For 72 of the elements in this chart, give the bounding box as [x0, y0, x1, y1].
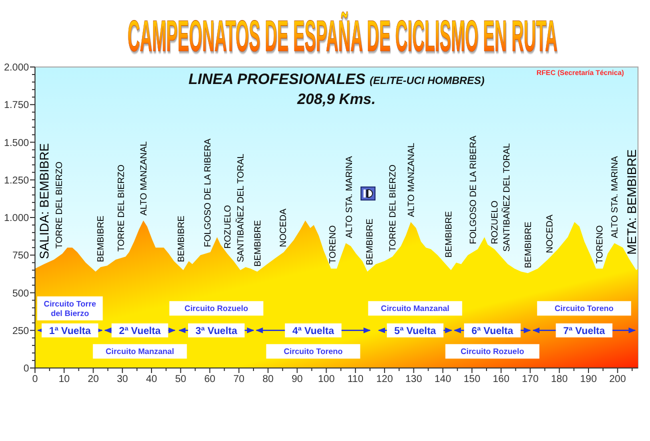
annotation: BEMBIBRE: [176, 216, 186, 262]
annotation: BEMBIBRE: [523, 222, 534, 268]
annotation: ALTO STA. MARINA: [610, 156, 620, 238]
y-tick-label: 1.250: [4, 175, 30, 186]
annotation: TORRE DEL BIERZO: [116, 164, 126, 252]
annotation: ALTO MANZANAL: [138, 141, 149, 216]
annotation: ALTO STA. MARINA: [344, 156, 354, 238]
x-tick-label: 100: [318, 374, 336, 385]
annotation: SANTIBAÑEZ DEL TORAL: [501, 143, 512, 252]
series-label: 2ª Vuelta: [119, 326, 162, 337]
x-tick-label: 150: [464, 374, 481, 385]
annotation: Circuito Manzanal: [106, 347, 174, 356]
annotation: NOCEDA: [544, 214, 554, 254]
x-tick-label: 160: [492, 374, 510, 385]
annotation: TORENO: [327, 225, 338, 264]
annotation: TORENO: [594, 225, 604, 264]
series-label: 4ª Vuelta: [292, 326, 334, 337]
y-tick-label: 250: [12, 326, 30, 337]
series-label: 5ª Vuelta: [394, 326, 436, 337]
chart-subtitle: LINEA PROFESIONALES (ELITE-UCI HOMBRES): [188, 71, 486, 88]
y-tick-label: 500: [12, 288, 30, 300]
x-tick-label: 90: [292, 374, 304, 385]
annotation: SALIDA: BEMBIBRE: [37, 143, 52, 260]
x-tick-label: 20: [88, 374, 100, 385]
y-tick-label: 750: [12, 250, 30, 262]
y-tick-label: 1.000: [4, 213, 30, 224]
annotation: ROZUELO: [222, 205, 232, 249]
annotation: BEMBIBRE: [96, 216, 106, 262]
x-tick-label: 70: [233, 374, 245, 385]
x-tick-label: 30: [116, 374, 128, 385]
x-tick-label: 140: [434, 374, 452, 385]
x-tick-label: 170: [522, 374, 539, 385]
x-tick-label: 200: [609, 374, 626, 385]
series-label: 7ª Vuelta: [563, 326, 606, 337]
series-label: 3ª Vuelta: [195, 326, 238, 337]
annotation: 208,9 Kms.: [296, 91, 376, 108]
annotation: BEMBIBRE: [364, 218, 374, 266]
annotation: Circuito Rozuelo: [460, 347, 524, 356]
y-tick-label: 0: [23, 364, 30, 374]
annotation: Circuito Rozuelo: [184, 304, 248, 314]
annotation: SANTIBAÑEZ DEL TORAL: [236, 154, 246, 262]
annotation: TORRE DEL BIERZO: [388, 164, 398, 252]
annotation: NOCEDA: [278, 208, 288, 248]
x-tick-label: 120: [376, 374, 394, 385]
x-tick-label: 80: [262, 374, 274, 385]
annotation: Circuito Torre del Bierzo: [44, 299, 97, 318]
x-tick-label: 50: [175, 374, 187, 385]
x-tick-label: 60: [204, 374, 216, 385]
series-label: 1ª Vuelta: [49, 326, 92, 337]
x-tick-label: 190: [580, 374, 598, 385]
annotation: ROZUELO: [490, 200, 500, 244]
annotation: FOLGOSO DE LA RIBERA: [202, 138, 212, 248]
series-label: 6ª Vuelta: [472, 326, 514, 337]
y-tick-label: 2.000: [4, 62, 30, 74]
annotation: Circuito Toreno: [284, 347, 343, 356]
x-tick-label: 40: [146, 374, 158, 385]
annotation: TORRE DEL BIERZO: [54, 162, 64, 249]
y-tick-label: 1.500: [4, 138, 30, 149]
x-tick-label: 110: [347, 374, 364, 385]
annotation: BEMBIBRE: [444, 211, 454, 258]
annotation: Circuito Manzanal: [380, 304, 450, 314]
annotation: META: BEMBIBRE: [624, 149, 639, 255]
annotation: FOLGOSO DE LA RIBERA: [468, 136, 478, 244]
x-tick-label: 0: [32, 374, 38, 385]
y-tick-label: 1.750: [4, 100, 30, 112]
annotation: ALTO MANZANAL: [406, 142, 416, 218]
x-tick-label: 130: [405, 374, 422, 385]
chart-title: CAMPEONATOS DE ESPAÑA DE CICLISMO EN RUTA: [128, 11, 558, 62]
annotation: Circuito Toreno: [554, 304, 614, 314]
annotation: BEMBIBRE: [252, 220, 262, 267]
x-tick-label: 10: [58, 374, 70, 385]
x-tick-label: 180: [551, 374, 568, 385]
